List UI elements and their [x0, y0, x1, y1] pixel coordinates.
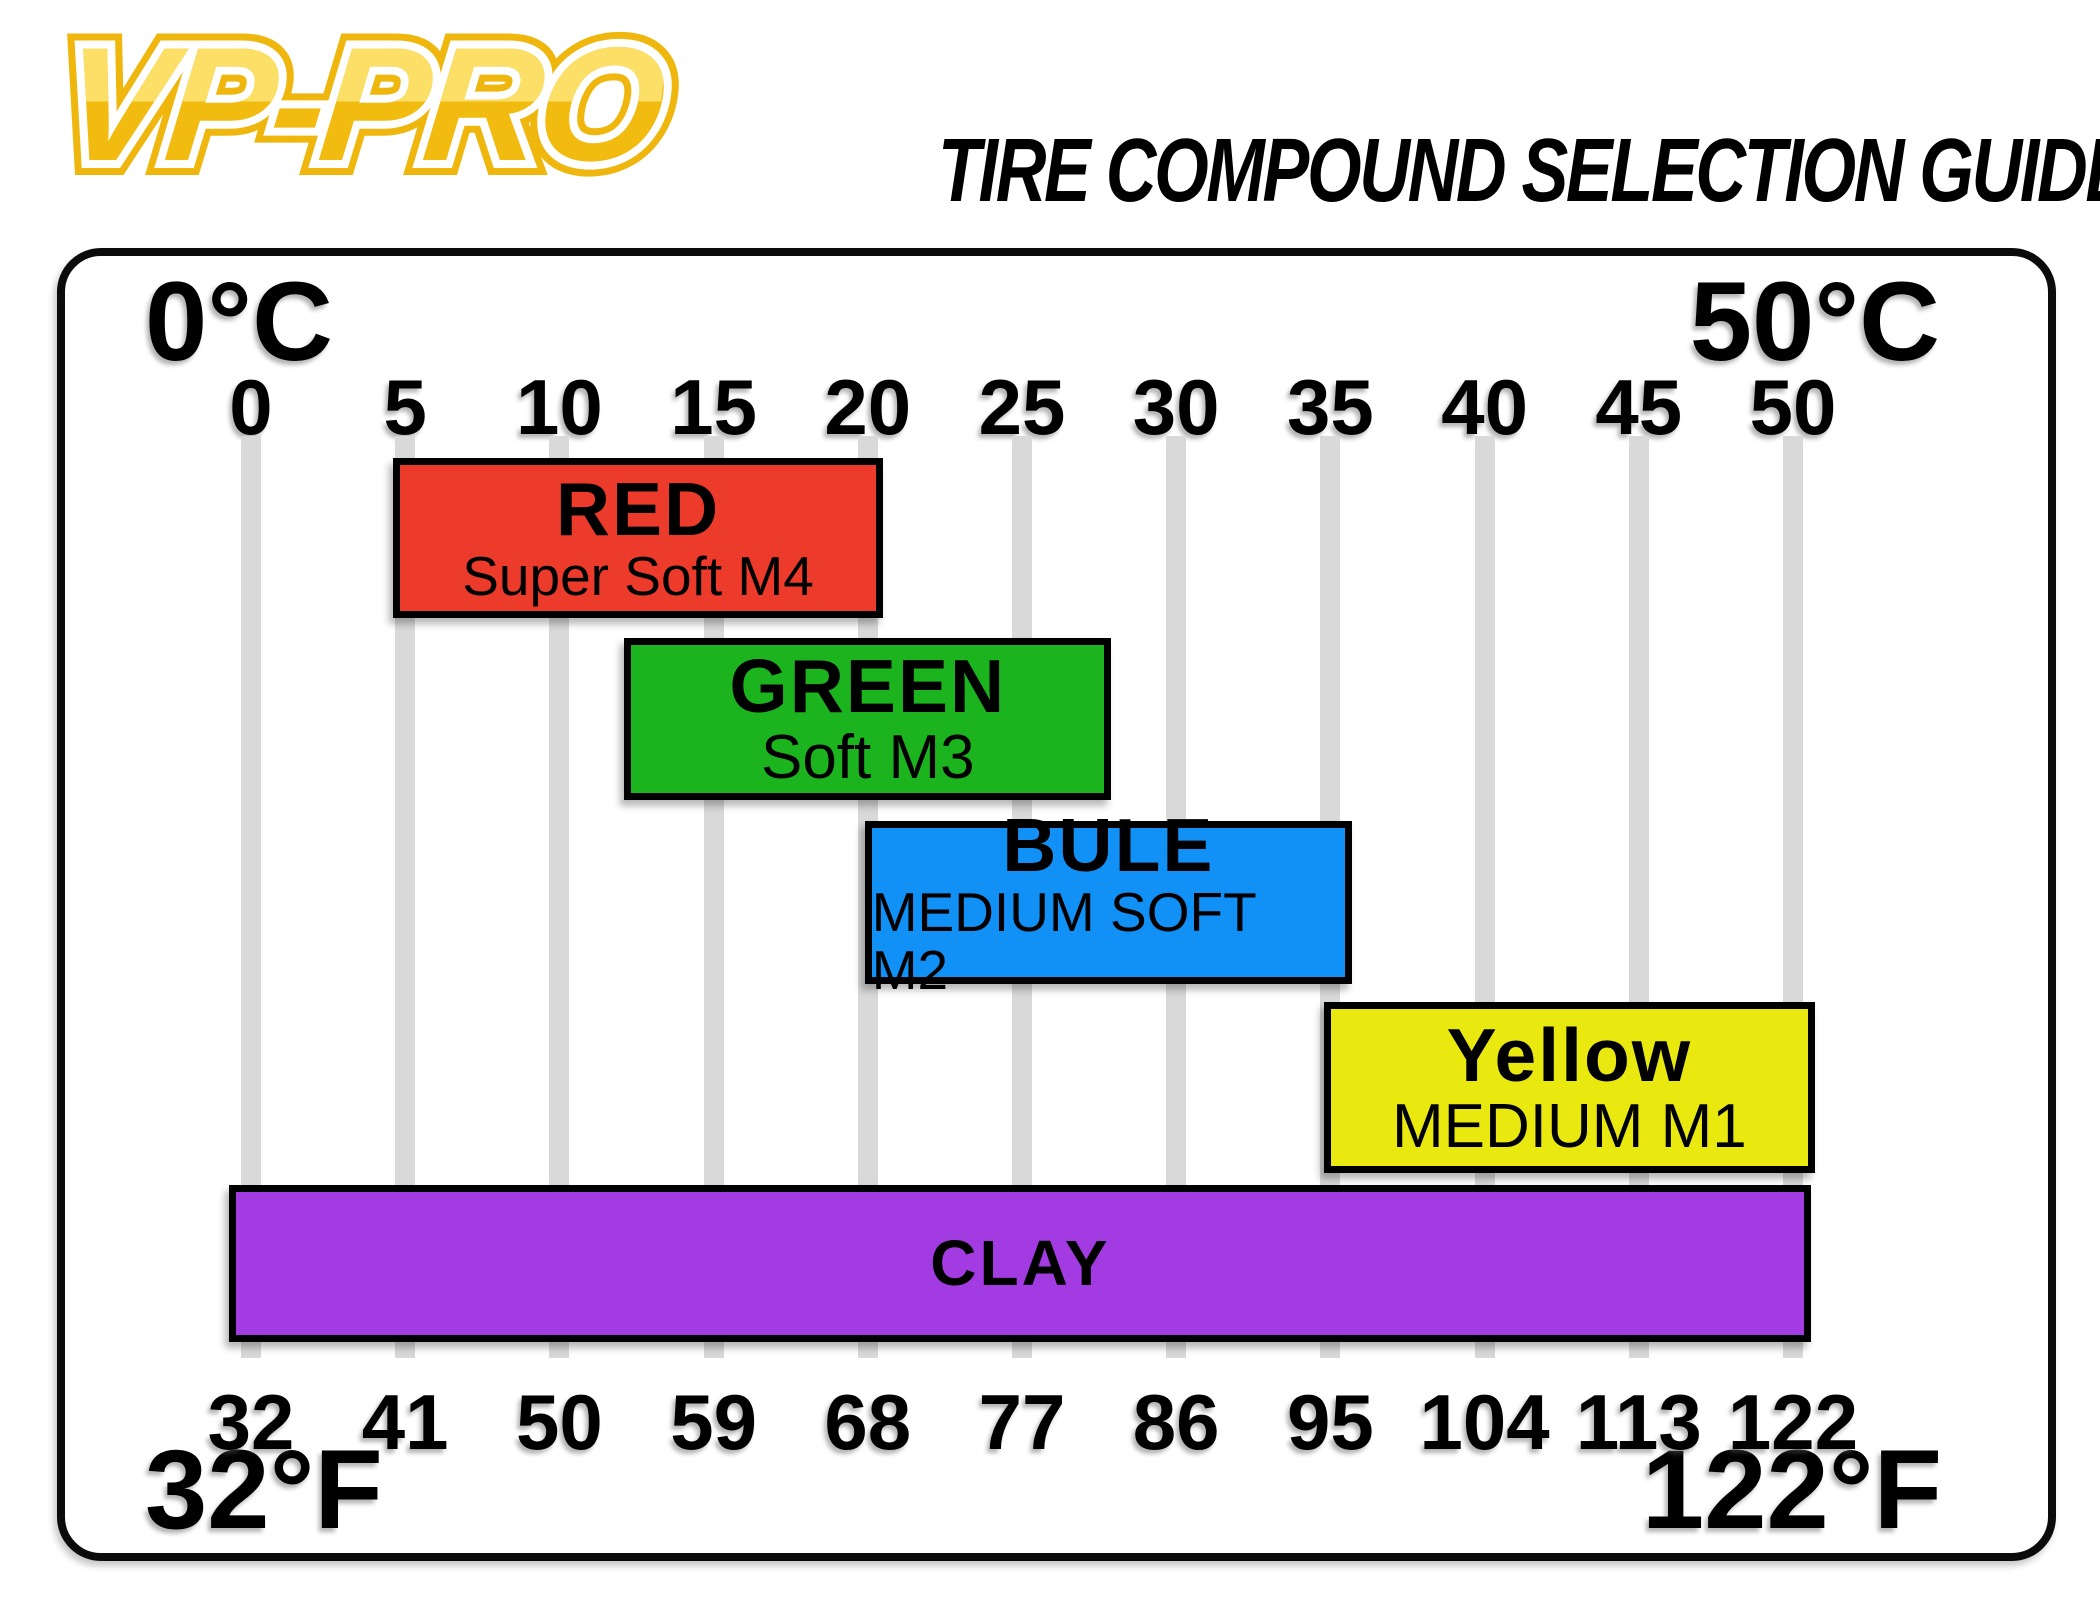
celsius-tick-label: 15 — [670, 363, 757, 451]
fahrenheit-tick-label: 59 — [670, 1378, 757, 1466]
celsius-tick-label: 50 — [1749, 363, 1837, 451]
compound-bar-subtitle: Super Soft M4 — [462, 545, 814, 608]
fahrenheit-tick-label: 95 — [1287, 1378, 1374, 1466]
compound-bar-subtitle: MEDIUM M1 — [1392, 1091, 1747, 1161]
gridline — [549, 436, 570, 1358]
fahrenheit-tick-label: 86 — [1132, 1378, 1220, 1466]
fahrenheit-tick-label: 68 — [824, 1378, 912, 1466]
compound-bar-bule: BULE MEDIUM SOFT M2 — [864, 806, 1352, 998]
celsius-tick-label: 0 — [229, 363, 273, 451]
page-title: TIRE COMPOUND SELECTION GUIDE — [938, 121, 2100, 222]
fahrenheit-tick-label: 113 — [1575, 1378, 1702, 1466]
fahrenheit-tick-label: 122 — [1727, 1378, 1859, 1466]
celsius-tick-label: 40 — [1441, 363, 1528, 451]
compound-bar-yellow: Yellow MEDIUM M1 — [1324, 1002, 1815, 1173]
celsius-tick-label: 5 — [383, 363, 427, 451]
celsius-tick-label: 45 — [1595, 363, 1683, 451]
celsius-tick-label: 20 — [824, 363, 912, 451]
compound-bar-green: GREEN Soft M3 — [624, 638, 1112, 800]
fahrenheit-min-label: 32°F — [145, 1427, 383, 1552]
compound-bar-subtitle: MEDIUM SOFT M2 — [871, 880, 1256, 1001]
celsius-min-label: 0°C — [145, 259, 333, 384]
compound-bar-title: BULE — [1002, 802, 1215, 887]
fahrenheit-max-label: 122°F — [1641, 1427, 1942, 1552]
compound-bar-subtitle: Soft M3 — [760, 723, 975, 793]
compound-bar-title: GREEN — [729, 644, 1007, 729]
gridline — [241, 436, 261, 1358]
celsius-tick-label: 10 — [516, 363, 603, 451]
compound-bar-title: RED — [555, 467, 721, 552]
fahrenheit-tick-label: 104 — [1419, 1378, 1550, 1466]
celsius-max-label: 50°C — [1689, 259, 1940, 384]
fahrenheit-tick-label: 50 — [516, 1378, 603, 1466]
fahrenheit-tick-label: 32 — [207, 1378, 295, 1466]
compound-bar-title: Yellow — [1446, 1012, 1693, 1097]
compound-bar-title: CLAY — [930, 1227, 1111, 1300]
celsius-tick-label: 35 — [1287, 363, 1374, 451]
vp-pro-logo: VP-PRO VP-PRO VP-PRO VP-PRO — [39, 0, 933, 216]
compound-bar-red: RED Super Soft M4 — [392, 458, 884, 618]
celsius-tick-label: 30 — [1132, 363, 1220, 451]
fahrenheit-tick-label: 77 — [978, 1378, 1066, 1466]
gridline — [395, 436, 416, 1358]
compound-bar-clay: CLAY — [229, 1185, 1812, 1342]
fahrenheit-tick-label: 41 — [361, 1378, 449, 1466]
celsius-tick-label: 25 — [978, 363, 1066, 451]
